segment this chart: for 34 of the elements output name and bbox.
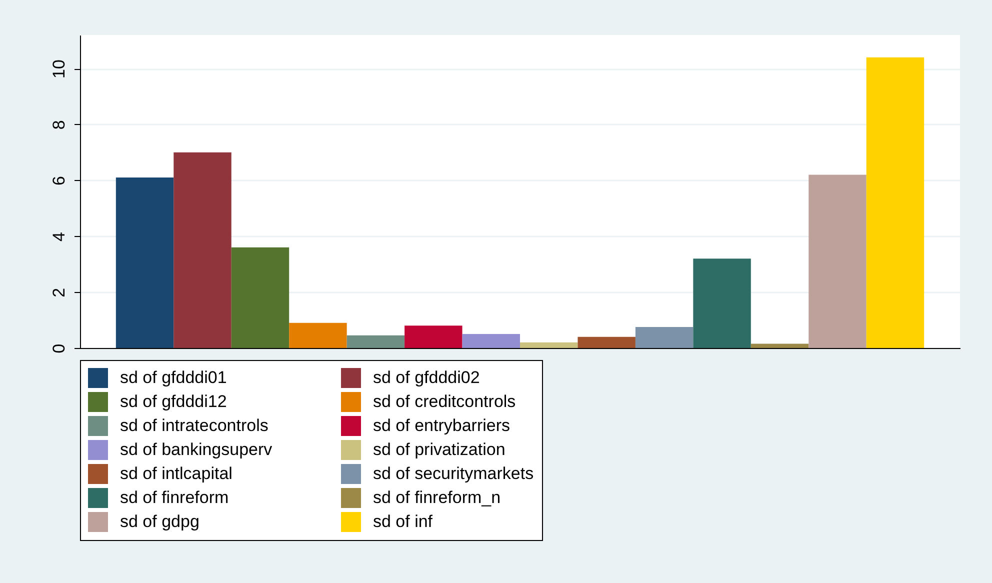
bar [520,342,578,348]
legend-label: sd of gfdddi02 [373,368,480,387]
legend-label: sd of gfdddi12 [120,392,227,411]
bar [635,327,694,348]
bar [231,247,290,348]
bar [866,57,924,348]
bar [116,178,174,348]
bar [289,322,347,348]
legend-label: sd of intlcapital [120,464,232,483]
y-tick-label: 2 [50,288,68,298]
bar [462,334,520,348]
legend-label: sd of intratecontrols [120,416,268,435]
legend-label: sd of finreform [120,488,229,507]
y-tick-label: 6 [50,176,68,186]
bar [693,258,751,348]
y-tick-label: 0 [50,344,68,354]
y-tick-label: 10 [50,60,68,78]
legend-label: sd of bankingsuperv [120,440,273,459]
legend-label: sd of entrybarriers [373,416,510,435]
bar [808,174,866,348]
y-tick-label: 8 [50,120,68,130]
legend-label: sd of privatization [373,440,506,459]
legend-label: sd of finreform_n [373,488,501,507]
legend-label: sd of securitymarkets [373,464,534,483]
bar [750,344,809,348]
legend-label: sd of gdpg [120,512,200,531]
y-tick-label: 4 [50,232,68,242]
bar [346,335,405,348]
bar [578,336,636,348]
bar [404,326,462,348]
legend-label: sd of inf [373,512,433,531]
legend-label: sd of gfdddi01 [120,368,227,387]
bar [174,152,232,348]
legend-label: sd of creditcontrols [373,392,516,411]
